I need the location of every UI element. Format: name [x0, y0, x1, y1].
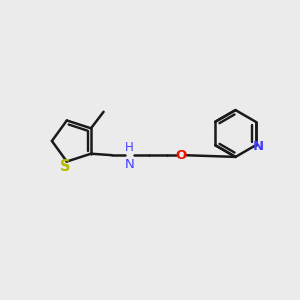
Text: N: N [124, 158, 134, 171]
Text: N: N [253, 140, 264, 153]
Text: S: S [60, 159, 70, 174]
Text: O: O [175, 149, 187, 162]
Text: H: H [125, 141, 134, 154]
